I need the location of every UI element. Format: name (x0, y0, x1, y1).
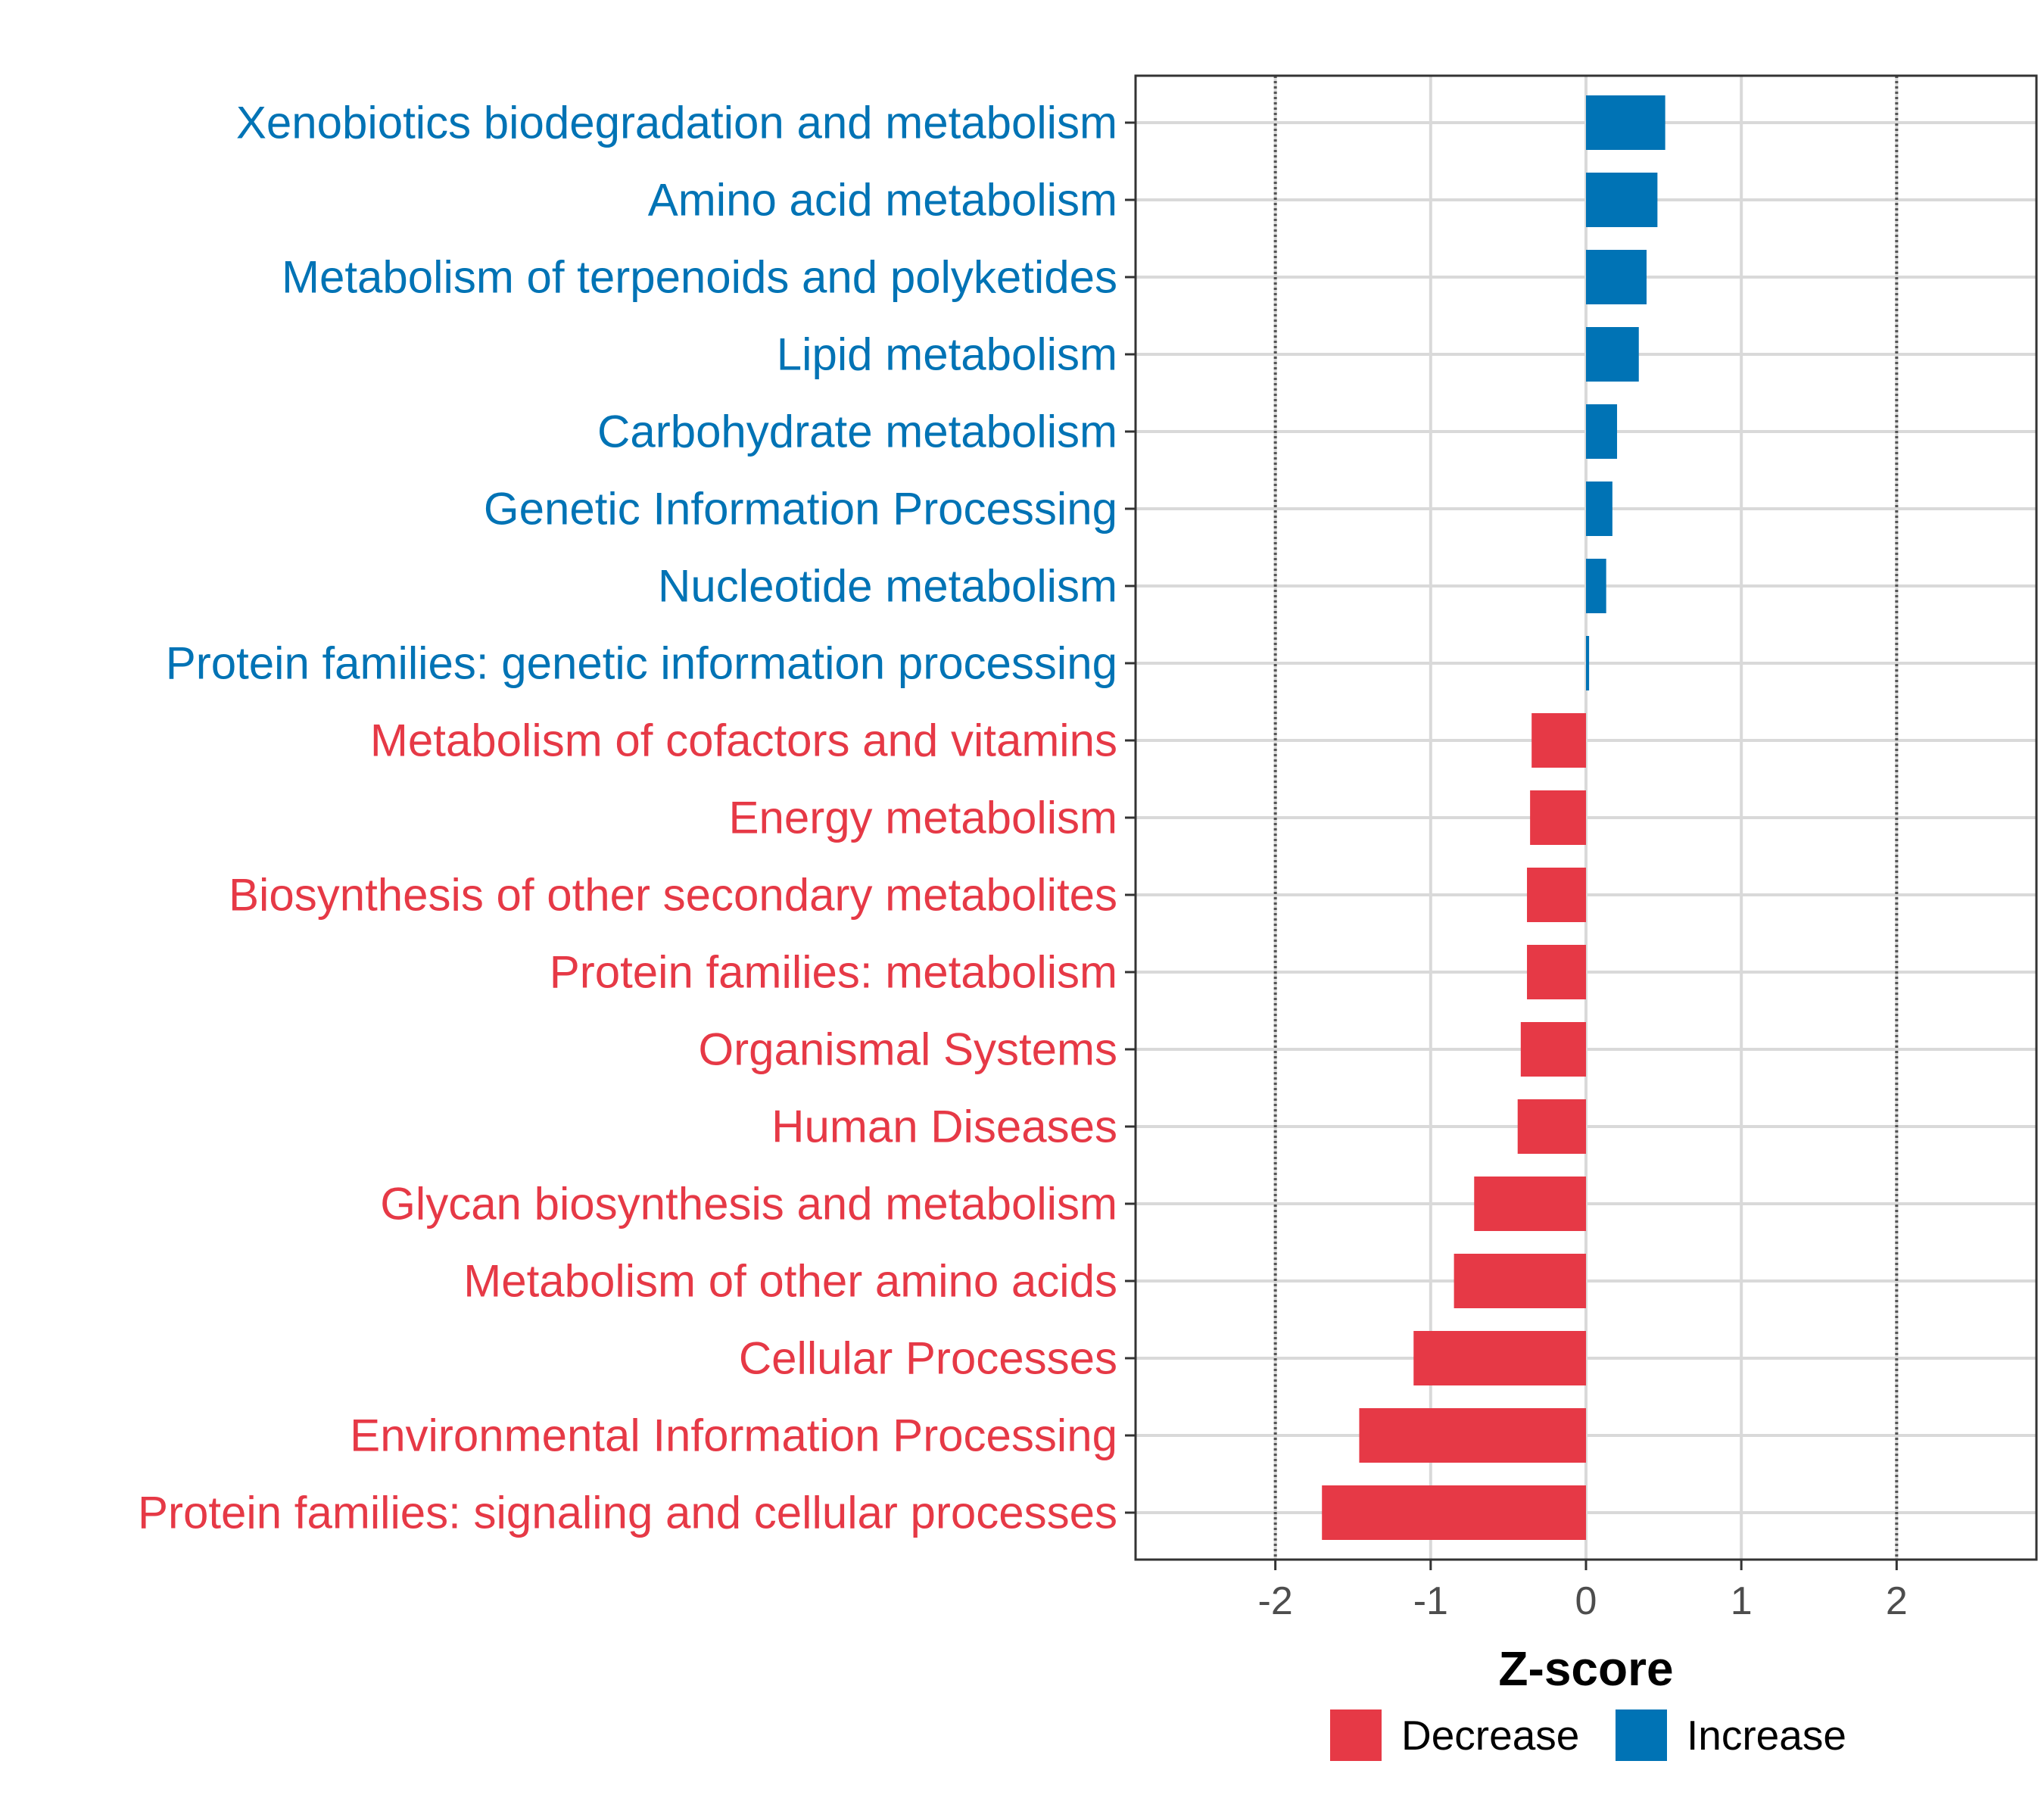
category-label: Human Diseases (771, 1102, 1117, 1152)
bar (1454, 1254, 1586, 1308)
bar (1527, 945, 1586, 999)
bar (1586, 327, 1639, 382)
category-label: Genetic Information Processing (484, 484, 1117, 535)
bar (1586, 636, 1590, 690)
category-label: Glycan biosynthesis and metabolism (380, 1179, 1117, 1230)
x-tick-label: 2 (1886, 1579, 1908, 1623)
bar (1586, 482, 1612, 536)
bar (1413, 1331, 1586, 1385)
bar (1586, 250, 1647, 304)
category-label: Energy metabolism (728, 793, 1117, 843)
category-label: Metabolism of other amino acids (463, 1256, 1117, 1307)
legend-label: Increase (1687, 1712, 1846, 1759)
category-label: Organismal Systems (699, 1024, 1117, 1075)
legend: Decrease Increase (1330, 1709, 1846, 1761)
bar (1586, 173, 1658, 227)
legend-label: Decrease (1401, 1712, 1579, 1759)
bar (1586, 404, 1618, 459)
legend-swatch (1330, 1709, 1382, 1761)
bar (1322, 1485, 1586, 1540)
y-axis-ticks (1125, 121, 1136, 1514)
x-tick-label: -2 (1258, 1579, 1293, 1623)
x-axis-title: Z-score (1498, 1641, 1673, 1696)
x-axis-ticks: -2 -1 0 1 2 (1258, 1560, 1908, 1623)
category-label: Protein families: signaling and cellular… (138, 1488, 1117, 1538)
category-label: Carbohydrate metabolism (597, 407, 1117, 457)
bar (1359, 1408, 1586, 1463)
category-label: Lipid metabolism (777, 329, 1117, 380)
bar (1520, 1022, 1586, 1077)
x-tick-label: 1 (1731, 1579, 1753, 1623)
reference-lines (1273, 76, 1899, 1560)
x-tick-label: 0 (1575, 1579, 1597, 1623)
category-label: Cellular Processes (739, 1333, 1117, 1384)
category-label: Protein families: metabolism (550, 947, 1117, 998)
category-label: Xenobiotics biodegradation and metabolis… (236, 98, 1117, 148)
x-tick-label: -1 (1413, 1579, 1448, 1623)
category-label: Environmental Information Processing (350, 1410, 1117, 1461)
category-label: Amino acid metabolism (648, 175, 1117, 226)
category-label: Biosynthesis of other secondary metaboli… (229, 870, 1117, 921)
y-axis-labels: Xenobiotics biodegradation and metabolis… (138, 98, 1117, 1538)
bar (1531, 713, 1586, 768)
bar (1517, 1099, 1586, 1154)
category-label: Nucleotide metabolism (658, 561, 1117, 612)
legend-swatch (1616, 1709, 1667, 1761)
bar (1586, 559, 1606, 613)
bar (1474, 1177, 1586, 1231)
bar (1530, 790, 1586, 845)
category-label: Metabolism of terpenoids and polyketides (282, 252, 1117, 303)
category-label: Protein families: genetic information pr… (166, 638, 1117, 689)
category-label: Metabolism of cofactors and vitamins (370, 715, 1117, 766)
bars (1322, 95, 1665, 1540)
bar (1586, 95, 1665, 150)
bar (1527, 868, 1586, 922)
